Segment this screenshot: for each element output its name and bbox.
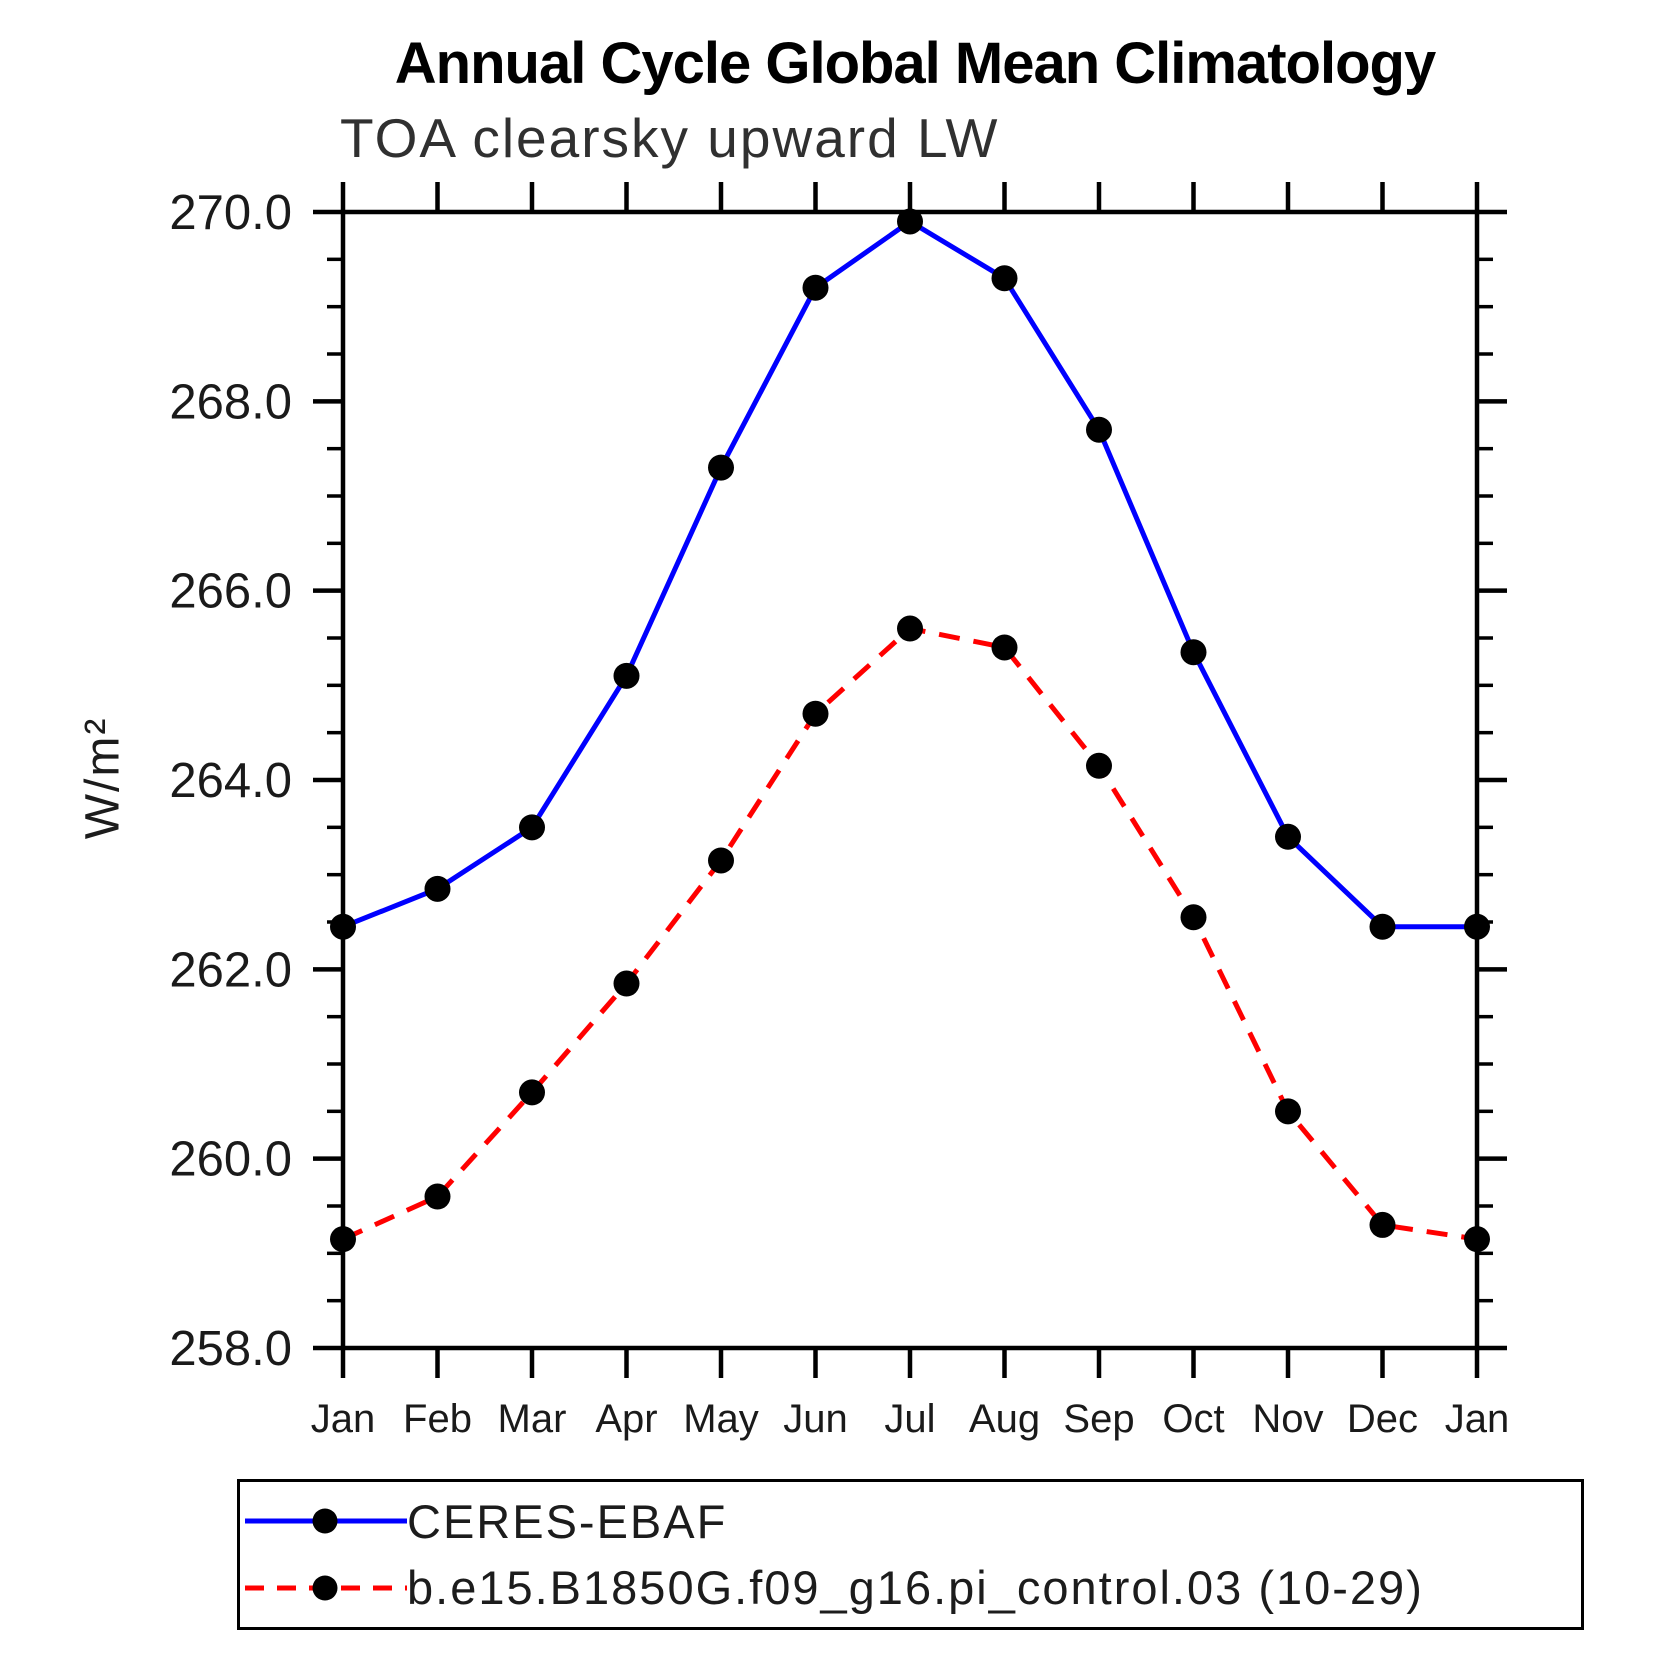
x-tick-label: Sep bbox=[1063, 1397, 1134, 1441]
legend-sample-model bbox=[245, 1571, 407, 1605]
chart-title: Annual Cycle Global Mean Climatology bbox=[394, 31, 1436, 96]
x-tick-label: Feb bbox=[403, 1397, 472, 1441]
chart-subtitle: TOA clearsky upward LW bbox=[340, 107, 1000, 169]
legend-label-ceres: CERES-EBAF bbox=[407, 1494, 728, 1548]
legend-label-model: b.e15.B1850G.f09_g16.pi_control.03 (10-2… bbox=[407, 1561, 1424, 1615]
x-tick-label: Oct bbox=[1162, 1397, 1224, 1441]
legend-item-ceres: CERES-EBAF bbox=[245, 1494, 1581, 1549]
x-tick-label: Jan bbox=[311, 1397, 376, 1441]
legend-item-model: b.e15.B1850G.f09_g16.pi_control.03 (10-2… bbox=[245, 1560, 1581, 1615]
y-tick-label: 258.0 bbox=[169, 1322, 292, 1376]
series-line-model bbox=[341, 625, 1478, 1242]
y-tick-label: 262.0 bbox=[169, 943, 292, 997]
x-axis-ticks bbox=[340, 182, 1480, 1378]
legend-sample-ceres bbox=[245, 1504, 407, 1538]
x-tick-label: Jul bbox=[884, 1397, 935, 1441]
x-tick-labels: Jan Feb Mar Apr May Jun Jul Aug Sep Oct Nov Dec Jan bbox=[311, 1397, 1510, 1441]
x-tick-label: Apr bbox=[595, 1397, 657, 1441]
y-tick-label: 266.0 bbox=[169, 565, 292, 619]
legend-marker-dot bbox=[312, 1575, 338, 1601]
series-markers-ceres bbox=[330, 208, 1490, 940]
x-tick-label: Aug bbox=[969, 1397, 1040, 1441]
y-tick-label: 270.0 bbox=[169, 186, 292, 240]
x-tick-label: Jun bbox=[783, 1397, 848, 1441]
y-tick-label: 260.0 bbox=[169, 1133, 292, 1187]
y-axis-ticks bbox=[313, 209, 1507, 1351]
x-tick-label: May bbox=[683, 1397, 759, 1441]
y-tick-labels: 258.0 260.0 262.0 264.0 266.0 268.0 270.0 bbox=[169, 186, 292, 1376]
x-tick-label: Jan bbox=[1445, 1397, 1510, 1441]
x-tick-label: Nov bbox=[1252, 1397, 1323, 1441]
series-line-ceres bbox=[342, 218, 1477, 930]
y-tick-label: 264.0 bbox=[169, 754, 292, 808]
x-tick-label: Mar bbox=[498, 1397, 567, 1441]
series-markers-model bbox=[330, 615, 1490, 1253]
legend-box: CERES-EBAF b.e15.B1850G.f09_g16.pi_contr… bbox=[237, 1479, 1584, 1630]
y-tick-label: 268.0 bbox=[169, 375, 292, 429]
x-tick-label: Dec bbox=[1347, 1397, 1418, 1441]
legend-marker-dot bbox=[312, 1508, 338, 1534]
plot-frame bbox=[340, 209, 1480, 1351]
